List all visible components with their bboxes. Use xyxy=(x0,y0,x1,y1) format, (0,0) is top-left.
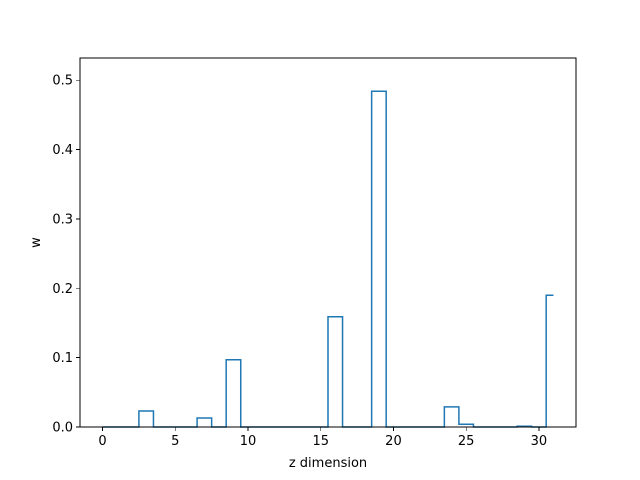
x-axis-label: z dimension xyxy=(289,456,367,471)
x-tick-label: 15 xyxy=(312,434,329,449)
y-axis-ticks: 0.0 0.1 0.2 0.3 0.4 0.5 xyxy=(52,74,80,436)
plot-area xyxy=(102,90,554,428)
x-tick-label: 30 xyxy=(531,434,548,449)
axes-frame xyxy=(79,57,577,428)
y-tick-label: 0.3 xyxy=(52,212,73,227)
x-tick-label: 25 xyxy=(458,434,475,449)
x-tick-label: 0 xyxy=(98,434,106,449)
x-tick-label: 20 xyxy=(385,434,402,449)
y-tick-label: 0.4 xyxy=(52,143,73,158)
y-axis-label: w xyxy=(29,237,44,248)
y-tick-label: 0.1 xyxy=(52,351,73,366)
y-tick-label: 0.0 xyxy=(52,421,73,436)
y-tick-label: 0.5 xyxy=(52,74,73,89)
y-tick-label: 0.2 xyxy=(52,282,73,297)
series-line-w xyxy=(102,90,554,428)
x-axis-ticks: 0 5 10 15 20 25 30 xyxy=(98,427,547,449)
x-tick-label: 5 xyxy=(171,434,179,449)
x-tick-label: 10 xyxy=(240,434,257,449)
